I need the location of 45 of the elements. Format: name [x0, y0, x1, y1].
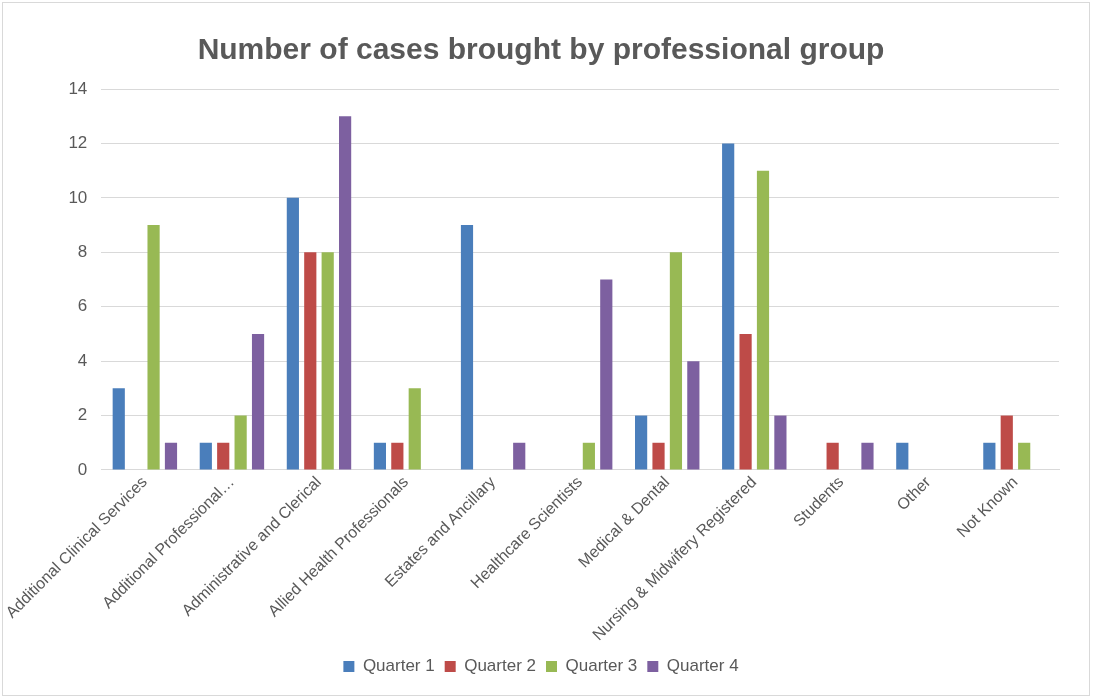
bar — [251, 333, 265, 470]
bar — [739, 333, 752, 470]
bar — [861, 442, 874, 470]
bar — [112, 388, 125, 470]
legend-label: Quarter 4 — [666, 656, 739, 676]
bar — [513, 442, 526, 470]
bar — [983, 442, 996, 470]
bar — [147, 225, 160, 470]
bar — [687, 361, 700, 470]
bar — [826, 442, 839, 470]
bar — [217, 442, 230, 470]
bar — [321, 252, 334, 470]
y-tick-label: 0 — [77, 459, 88, 479]
y-tick-label: 12 — [68, 133, 88, 153]
bar — [722, 143, 735, 470]
bar — [1018, 442, 1031, 470]
bar — [304, 252, 317, 470]
bar — [635, 415, 648, 470]
bar — [391, 442, 404, 470]
chart-title: Number of cases brought by professional group — [197, 32, 885, 66]
bar — [373, 442, 387, 470]
bar — [339, 116, 352, 470]
y-tick-label: 4 — [77, 350, 88, 370]
bar — [756, 170, 770, 470]
bar — [669, 252, 683, 470]
y-tick-label: 2 — [77, 405, 88, 425]
legend-label: Quarter 3 — [565, 656, 638, 676]
bar — [1000, 415, 1013, 470]
bar — [286, 197, 299, 470]
y-tick-label: 14 — [68, 78, 88, 98]
bar — [896, 442, 909, 470]
y-tick-label: 8 — [77, 241, 88, 261]
bar — [460, 225, 474, 470]
bar — [164, 442, 178, 470]
legend-label: Quarter 2 — [464, 656, 536, 676]
y-tick-label: 6 — [77, 296, 88, 316]
bar — [600, 279, 613, 470]
bar — [582, 442, 595, 470]
bar — [408, 388, 421, 470]
bar — [774, 415, 787, 470]
y-tick-label: 10 — [68, 187, 88, 207]
bar — [199, 442, 212, 470]
bar — [234, 415, 247, 470]
bar — [652, 442, 665, 470]
legend-label: Quarter 1 — [362, 656, 435, 676]
